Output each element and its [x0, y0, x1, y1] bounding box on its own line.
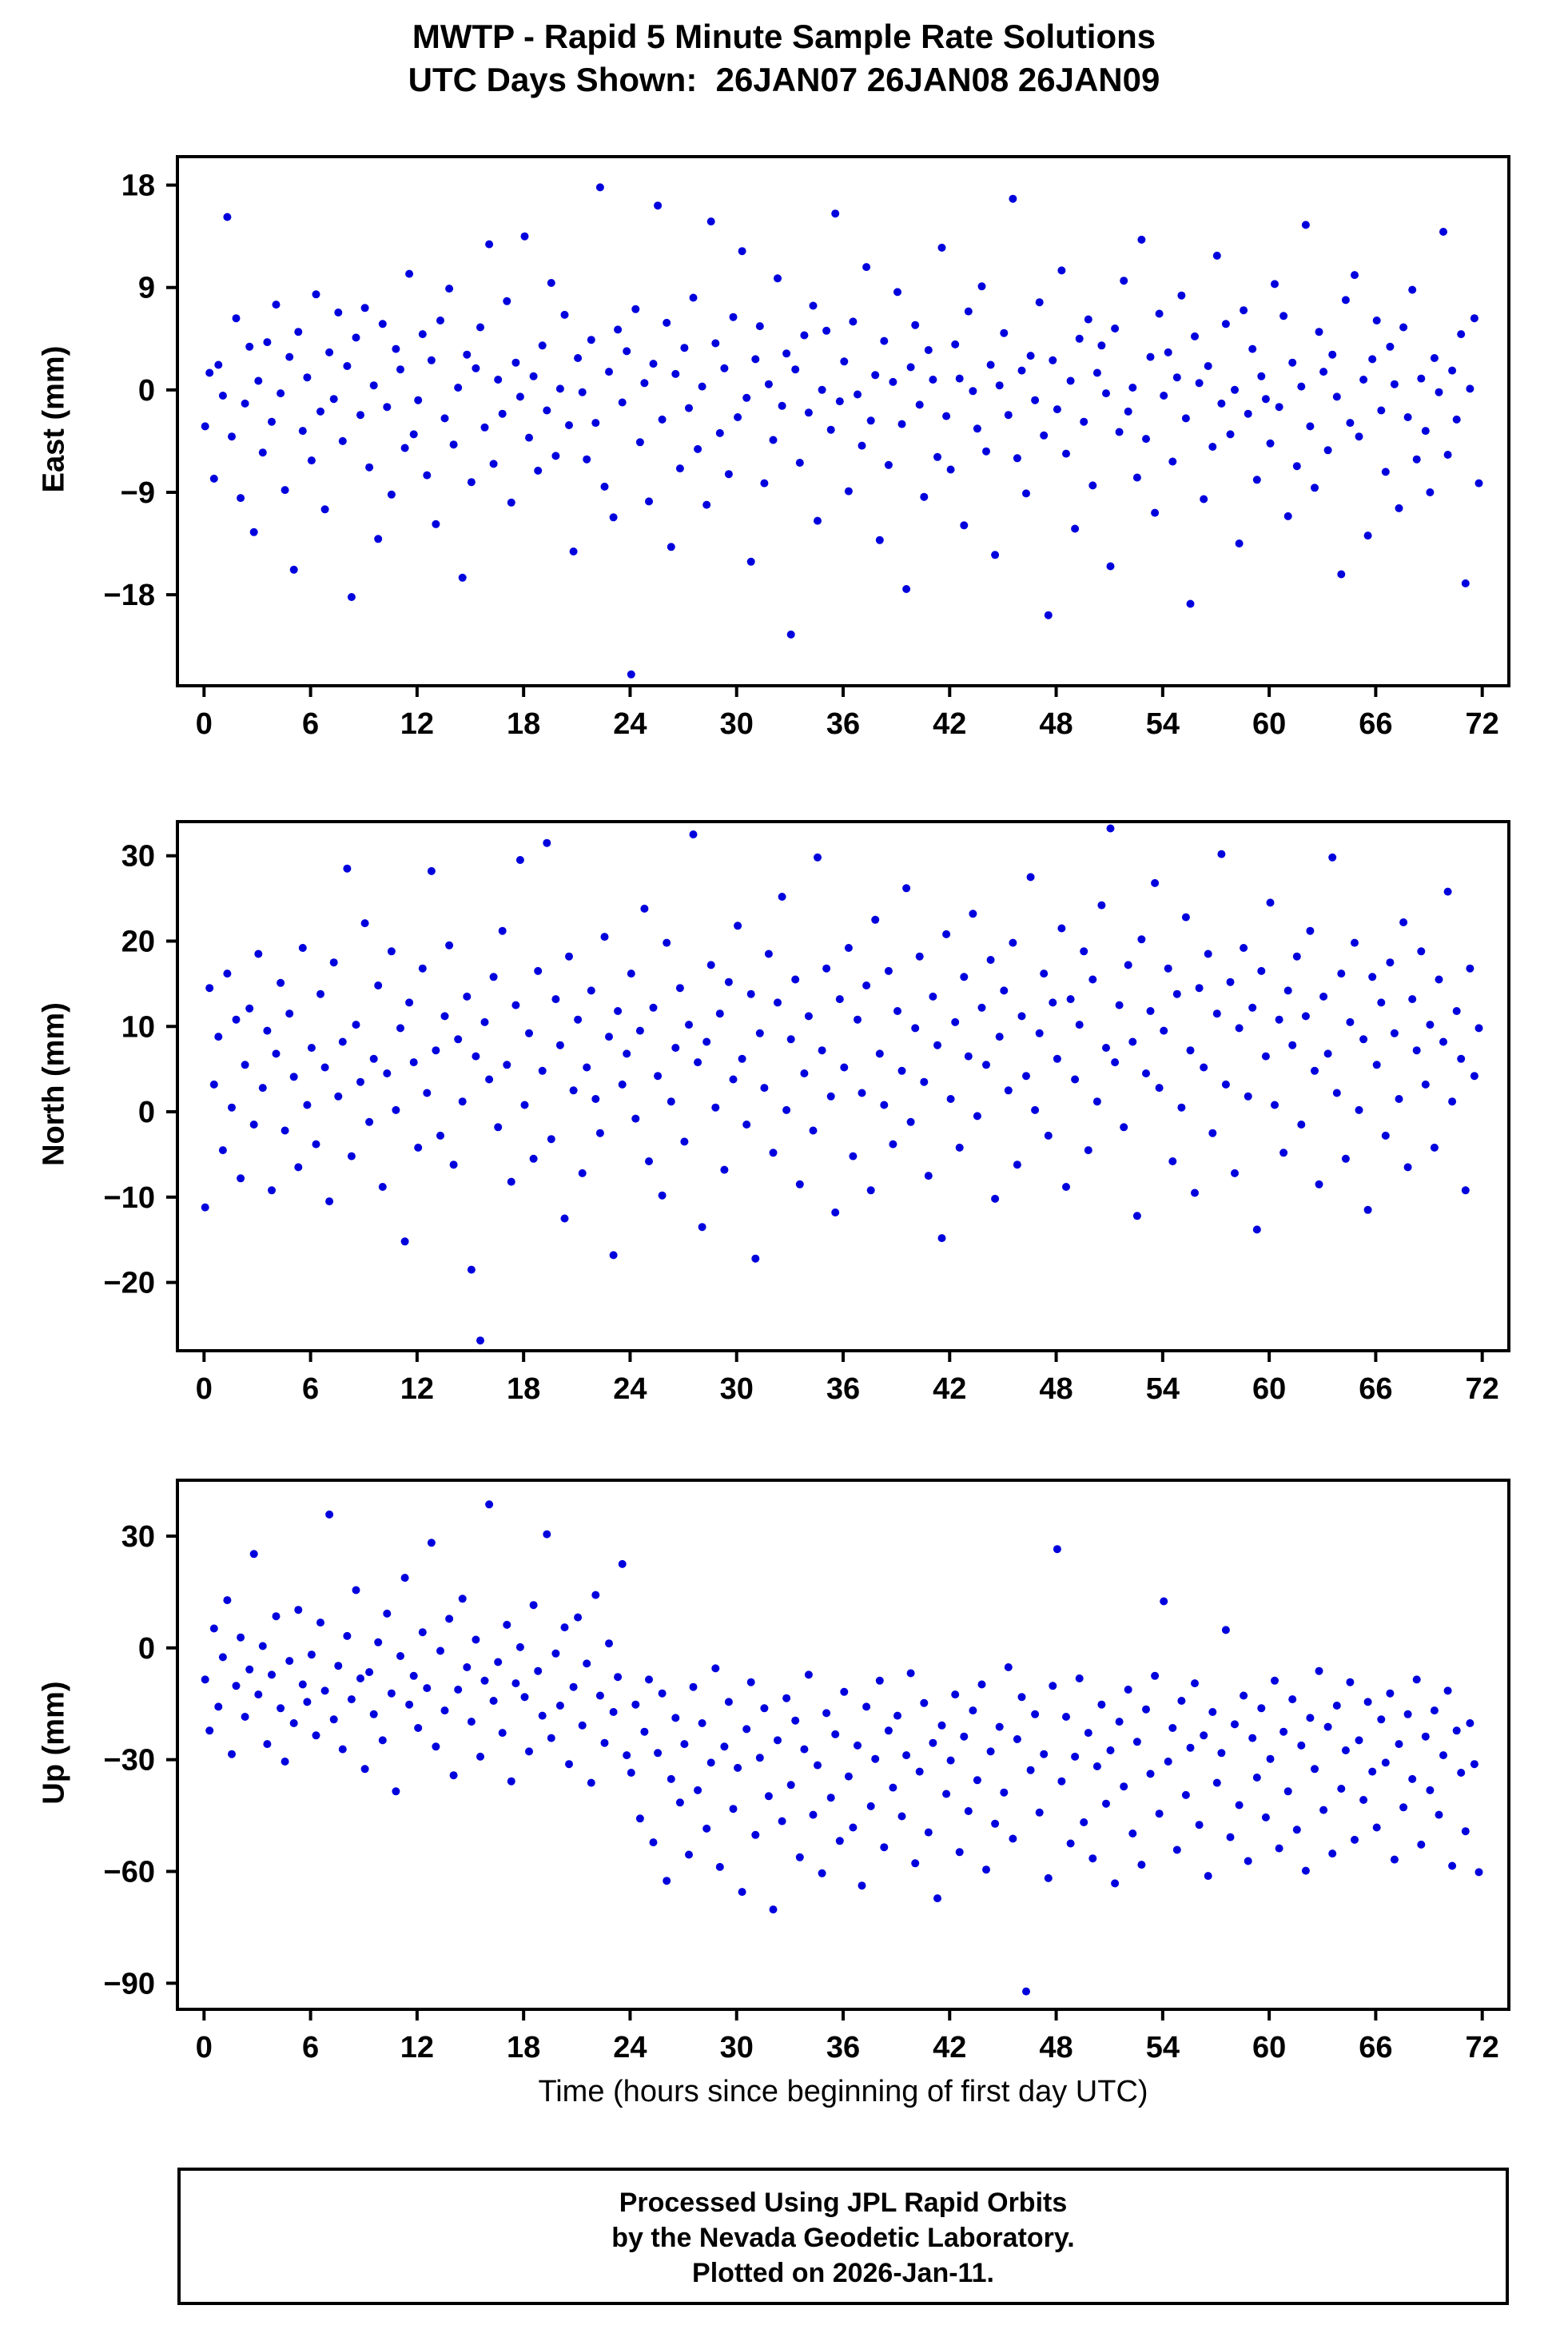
footer-box: Processed Using JPL Rapid Orbits by the …	[177, 2168, 1509, 2305]
svg-text:18: 18	[507, 1372, 540, 1406]
svg-text:−60: −60	[104, 1856, 155, 1889]
svg-text:18: 18	[121, 169, 155, 203]
svg-text:0: 0	[138, 1632, 155, 1666]
svg-text:54: 54	[1146, 707, 1180, 741]
svg-text:0: 0	[196, 707, 213, 741]
up-plot: 0 6 12 18 24 30 36 42 48 54 60 66 72 −90 −60 −30 0 30	[104, 1479, 1510, 2064]
svg-text:60: 60	[1252, 2031, 1286, 2064]
footer-line1: Processed Using JPL Rapid Orbits	[619, 2188, 1068, 2218]
svg-text:12: 12	[400, 2031, 434, 2064]
svg-text:54: 54	[1146, 2031, 1180, 2064]
svg-text:66: 66	[1359, 2031, 1392, 2064]
svg-text:72: 72	[1466, 707, 1499, 741]
north-axis-label: North (mm)	[37, 1002, 71, 1166]
svg-text:6: 6	[302, 2031, 319, 2064]
x-axis-label: Time (hours since beginning of first day…	[538, 2075, 1148, 2108]
svg-text:0: 0	[138, 1096, 155, 1129]
footer-line2: by the Nevada Geodetic Laboratory.	[611, 2223, 1075, 2253]
svg-text:48: 48	[1039, 1372, 1073, 1406]
svg-text:24: 24	[613, 2031, 647, 2064]
svg-text:−10: −10	[104, 1181, 155, 1215]
svg-text:−9: −9	[121, 476, 155, 510]
svg-text:66: 66	[1359, 707, 1392, 741]
svg-text:30: 30	[720, 2031, 754, 2064]
svg-text:30: 30	[121, 840, 155, 874]
svg-text:42: 42	[933, 1372, 966, 1406]
svg-text:36: 36	[826, 707, 860, 741]
svg-text:60: 60	[1252, 1372, 1286, 1406]
svg-text:20: 20	[121, 925, 155, 958]
east-axis-label: East (mm)	[37, 345, 71, 493]
svg-text:30: 30	[720, 707, 754, 741]
svg-text:42: 42	[933, 2031, 966, 2064]
svg-text:72: 72	[1466, 1372, 1499, 1406]
svg-text:12: 12	[400, 707, 434, 741]
svg-text:42: 42	[933, 707, 966, 741]
svg-text:12: 12	[400, 1372, 434, 1406]
page-title: MWTP - Rapid 5 Minute Sample Rate Soluti…	[412, 18, 1156, 55]
svg-text:0: 0	[138, 374, 155, 408]
svg-text:60: 60	[1252, 707, 1286, 741]
svg-text:−20: −20	[104, 1267, 155, 1300]
svg-text:−18: −18	[104, 579, 155, 612]
svg-text:48: 48	[1039, 707, 1073, 741]
svg-text:18: 18	[507, 2031, 540, 2064]
svg-text:−30: −30	[104, 1744, 155, 1778]
svg-text:0: 0	[196, 1372, 213, 1406]
svg-text:36: 36	[826, 1372, 860, 1406]
footer-line3: Plotted on 2026-Jan-11.	[692, 2258, 994, 2288]
svg-text:24: 24	[613, 707, 647, 741]
svg-text:54: 54	[1146, 1372, 1180, 1406]
svg-text:0: 0	[196, 2031, 213, 2064]
svg-text:10: 10	[121, 1010, 155, 1044]
svg-text:18: 18	[507, 707, 540, 741]
svg-text:66: 66	[1359, 1372, 1392, 1406]
svg-text:36: 36	[826, 2031, 860, 2064]
svg-text:6: 6	[302, 1372, 319, 1406]
svg-text:−90: −90	[104, 1967, 155, 2001]
north-plot: 0 6 12 18 24 30 36 42 48 54 60 66 72 −20 −10 0 10 20 30	[104, 820, 1510, 1406]
svg-text:30: 30	[720, 1372, 754, 1406]
svg-text:30: 30	[121, 1520, 155, 1554]
svg-text:9: 9	[138, 272, 155, 305]
svg-text:72: 72	[1466, 2031, 1499, 2064]
page-subtitle: UTC Days Shown: 26JAN07 26JAN08 26JAN09	[408, 61, 1160, 98]
svg-text:6: 6	[302, 707, 319, 741]
east-plot: 0 6 12 18 24 30 36 42 48 54 60 66 72 −18 −9 0 9 18	[104, 155, 1510, 741]
svg-text:24: 24	[613, 1372, 647, 1406]
svg-text:48: 48	[1039, 2031, 1073, 2064]
up-axis-label: Up (mm)	[37, 1681, 71, 1805]
